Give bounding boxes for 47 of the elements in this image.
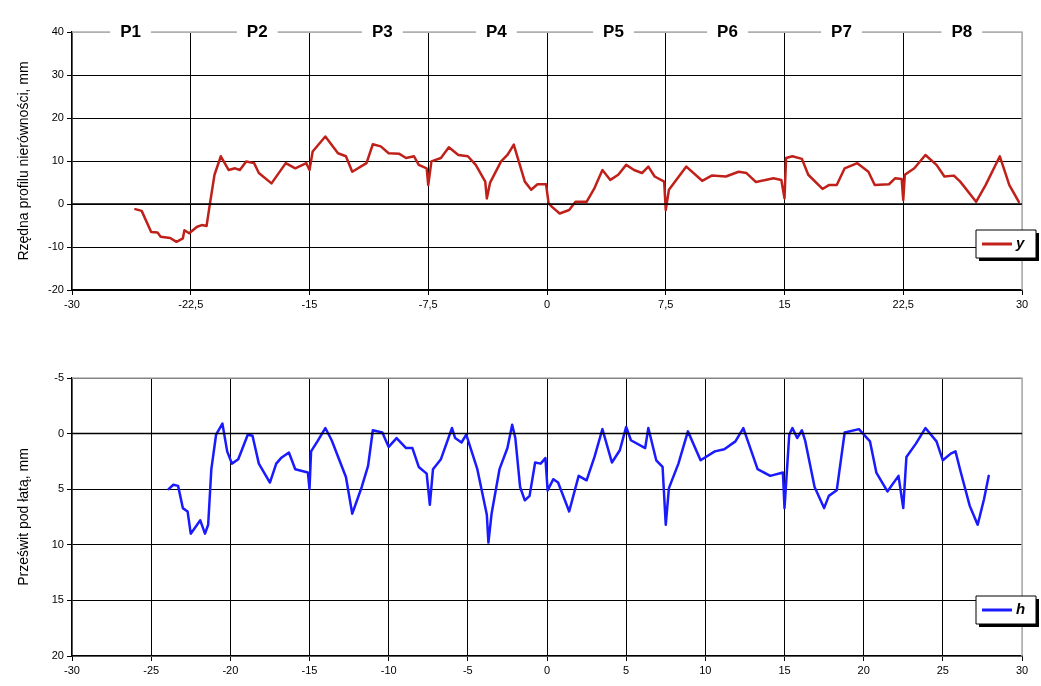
x-tick-label: -7,5 [418, 297, 438, 310]
y-tick-label: 15 [51, 593, 64, 606]
x-tick-label: 30 [1015, 297, 1029, 310]
annotation: P4 [485, 21, 508, 41]
annotation: P8 [951, 21, 973, 41]
annotation: P3 [371, 21, 393, 41]
legend-label: y [1015, 234, 1025, 252]
x-tick-label: 0 [543, 663, 551, 676]
annotation: P7 [831, 21, 852, 41]
annotation: P2 [246, 21, 268, 41]
x-tick-label: 20 [857, 663, 870, 676]
x-tick-label: 15 [778, 663, 791, 676]
x-tick-label: 25 [936, 663, 949, 676]
x-tick-label: -5 [462, 663, 473, 676]
y-tick-label: 10 [51, 537, 64, 550]
x-tick-label: 10 [699, 663, 712, 676]
y-tick-label: 40 [51, 25, 64, 38]
x-tick-label: -10 [380, 663, 397, 676]
annotation: P1 [120, 21, 141, 41]
y-tick-label: 20 [51, 111, 64, 124]
y-tick-label: 10 [51, 154, 64, 167]
y-tick-label: -5 [54, 371, 64, 384]
x-tick-label: -15 [301, 297, 318, 310]
x-tick-label: 15 [778, 297, 791, 310]
x-tick-label: -22,5 [178, 297, 204, 310]
legend-label: h [1016, 600, 1026, 618]
x-tick-label: 22,5 [892, 297, 914, 310]
y-tick-label: -20 [48, 283, 64, 296]
annotation: P5 [603, 21, 624, 41]
y-tick-label: -10 [48, 240, 64, 253]
y-tick-label: 5 [57, 482, 64, 495]
x-tick-label: 7,5 [658, 297, 674, 310]
x-tick-label: 0 [543, 297, 551, 310]
x-tick-label: -15 [301, 663, 318, 676]
y-tick-label: 20 [51, 649, 64, 662]
y-axis-title: Prześwit pod łatą, mm [14, 448, 31, 586]
x-tick-label: -30 [64, 663, 80, 676]
x-tick-label: -25 [143, 663, 160, 676]
y-axis-title: Rzędna profilu nierówności, mm [14, 61, 31, 261]
x-tick-label: -30 [64, 297, 80, 310]
y-tick-label: 30 [51, 68, 64, 81]
x-tick-label: -20 [222, 663, 239, 676]
x-tick-label: 5 [623, 663, 630, 676]
y-tick-label: 0 [57, 426, 64, 439]
y-tick-label: 0 [57, 197, 64, 210]
annotation: P6 [717, 21, 738, 41]
x-tick-label: 30 [1015, 663, 1029, 676]
